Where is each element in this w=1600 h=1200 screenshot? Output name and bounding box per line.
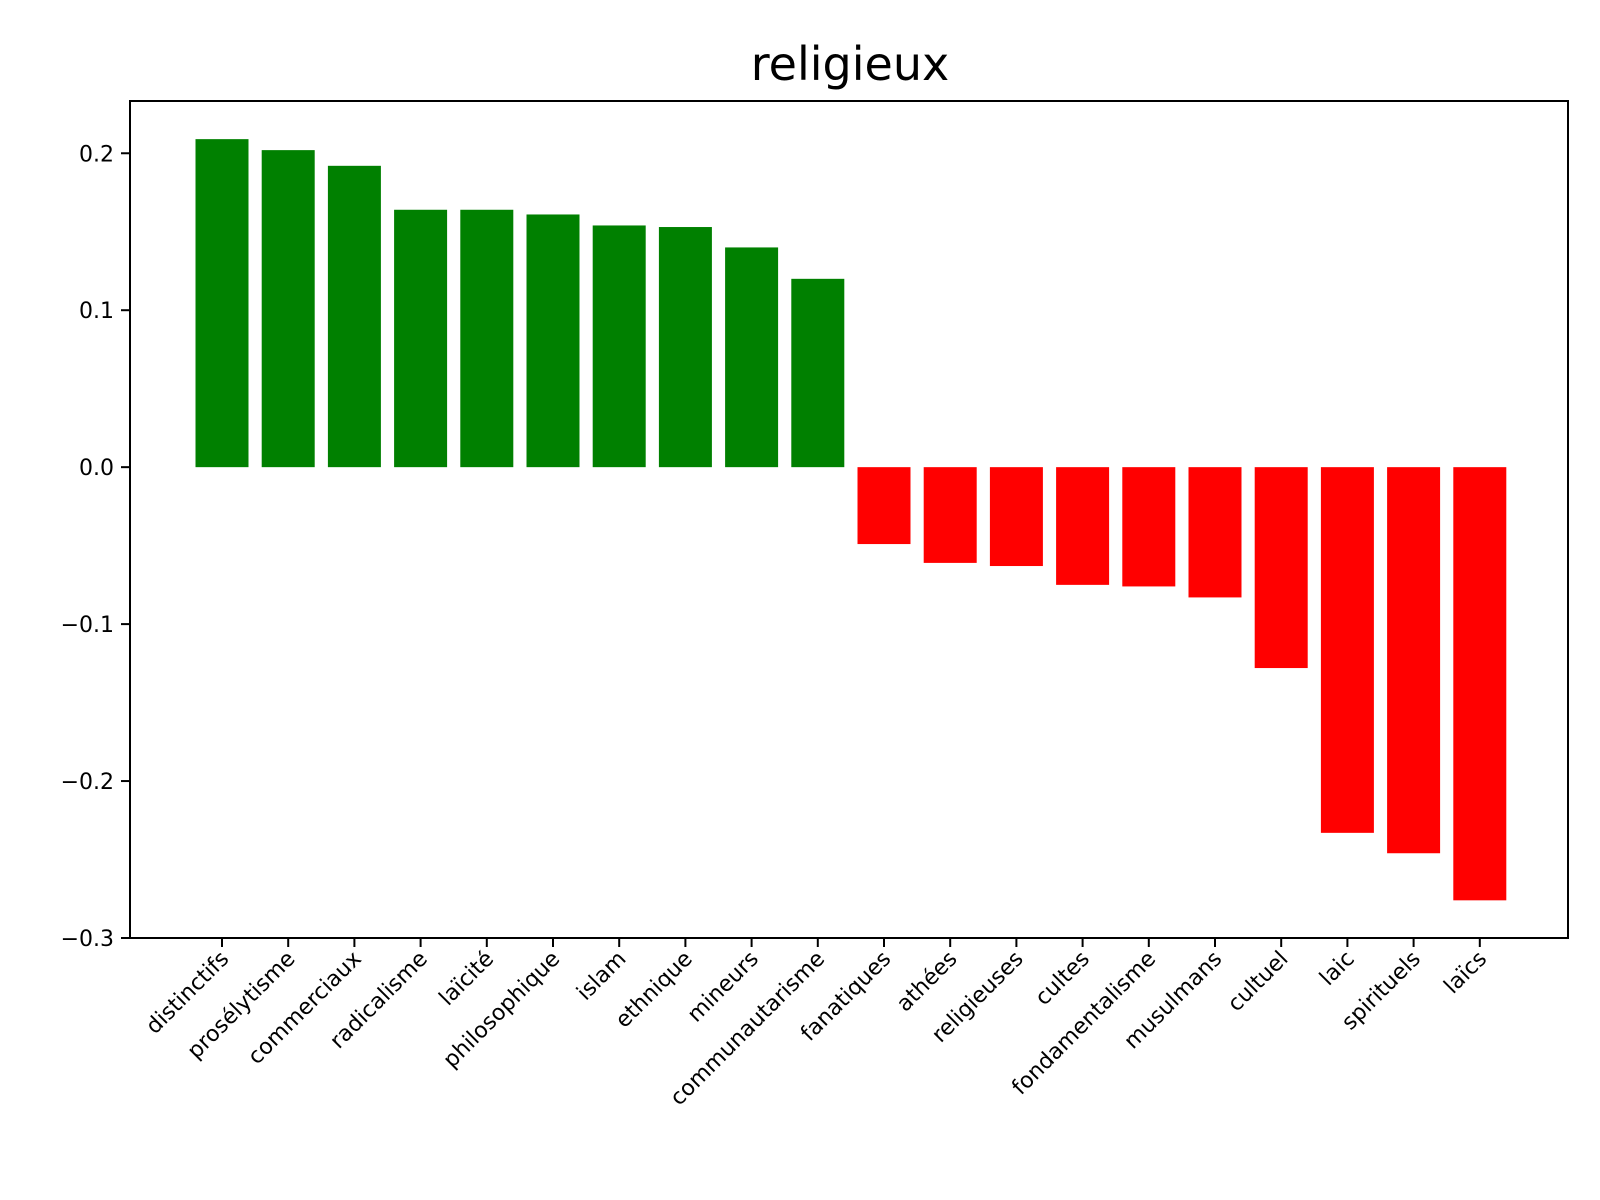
y-tick-label: 0.2	[79, 142, 114, 167]
bar-laïcs	[1453, 467, 1507, 901]
x-tick-label: cultes	[1031, 947, 1095, 1011]
y-tick-label: −0.1	[61, 613, 114, 638]
bars-group	[195, 139, 1507, 901]
bar-religieuses	[989, 467, 1043, 567]
x-tick-label: laïcs	[1440, 947, 1493, 1000]
bar-ethnique	[658, 227, 712, 468]
plot-area-frame	[129, 100, 1569, 939]
bar-fanatiques	[857, 467, 911, 545]
y-tick-label: −0.3	[61, 927, 114, 952]
bar-distinctifs	[195, 139, 249, 468]
x-tick-label: cultuel	[1223, 947, 1293, 1017]
bar-commerciaux	[327, 165, 381, 468]
x-axis: distinctifsprosélytismecommerciauxradica…	[141, 938, 1492, 1111]
bar-philosophique	[526, 214, 580, 468]
y-tick-label: 0.1	[79, 299, 114, 324]
bar-spirituels	[1387, 467, 1441, 854]
bar-mineurs	[725, 247, 779, 468]
bar-musulmans	[1188, 467, 1242, 598]
bar-cultes	[1056, 467, 1110, 585]
bar-radicalisme	[394, 209, 448, 468]
bar-prosélytisme	[261, 150, 315, 468]
x-tick-label: philosophique	[439, 947, 566, 1074]
bar-fondamentalisme	[1122, 467, 1176, 587]
bar-cultuel	[1254, 467, 1308, 669]
x-tick-label: laïcité	[435, 947, 499, 1011]
y-axis: 0.2 0.1 0.0 −0.1 −0.2 −0.3	[61, 142, 130, 952]
bar-communautarisme	[791, 278, 845, 468]
y-tick-label: 0.0	[79, 456, 114, 481]
bar-islam	[592, 225, 646, 468]
bar-laic	[1320, 467, 1374, 833]
x-tick-label: commerciaux	[243, 947, 366, 1070]
bar-athées	[923, 467, 977, 563]
y-tick-label: −0.2	[61, 770, 114, 795]
bar-laïcité	[460, 209, 514, 468]
chart-title: religieux	[751, 37, 949, 91]
x-tick-label: islam	[572, 947, 631, 1006]
x-tick-label: laic	[1315, 947, 1359, 991]
